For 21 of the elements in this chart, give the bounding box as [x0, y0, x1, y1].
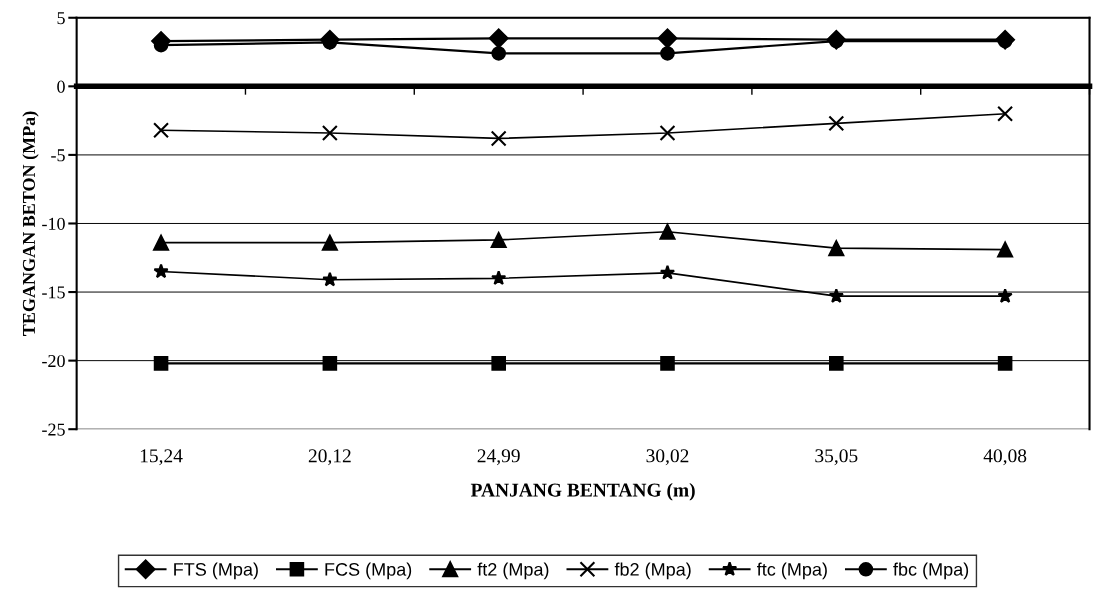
legend-label: FCS (Mpa) [325, 562, 412, 580]
legend-label: ft2 (Mpa) [477, 562, 549, 580]
legend-label: FTS (Mpa) [174, 562, 258, 580]
y-axis-title: TEGANGAN BETON (MPa) [22, 111, 39, 336]
y-tick-label: -20 [42, 354, 65, 368]
x-tick-label: 15,24 [140, 449, 183, 466]
x-axis-title: PANJANG BENTANG (m) [470, 482, 695, 501]
x-tick-label: 35,05 [815, 449, 858, 466]
x-tick-label: 30,02 [646, 449, 689, 466]
y-tick-label: -5 [51, 149, 65, 162]
x-tick-label: 20,12 [308, 449, 351, 466]
y-tick-label: 5 [57, 12, 65, 25]
y-tick-label: -15 [42, 286, 65, 299]
y-tick-label: -10 [42, 217, 65, 230]
legend-label: ftc (Mpa) [757, 562, 827, 580]
y-tick-label: -25 [42, 423, 65, 436]
x-tick-label: 24,99 [477, 449, 520, 466]
y-tick-label: 0 [57, 80, 65, 93]
legend-label: fbc (Mpa) [893, 562, 969, 580]
legend-label: fb2 (Mpa) [614, 562, 691, 580]
x-tick-label: 40,08 [983, 449, 1027, 466]
